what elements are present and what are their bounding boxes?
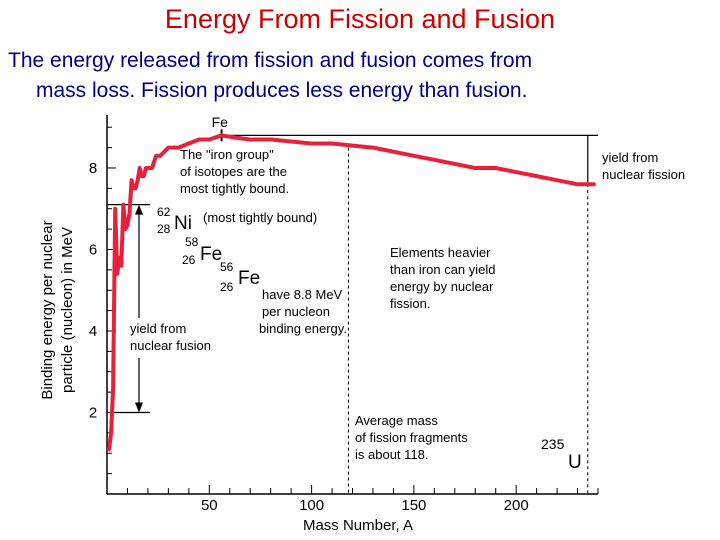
- fission-average-note-line-1: Average mass: [355, 413, 438, 428]
- x-axis-label: Mass Number, A: [303, 517, 413, 534]
- binding-energy-curve: [107, 133, 596, 452]
- y-axis-label-line-2: particle (nucleon) in MeV: [59, 227, 76, 393]
- fusion-yield-label-line-2: nuclear fusion: [130, 338, 211, 353]
- iron-group-note-line-2: of isotopes are the: [180, 164, 287, 179]
- y-tick-label: 2: [89, 404, 97, 421]
- x-tick-label: 50: [201, 497, 218, 514]
- heavy-elements-note-line-3: energy by nuclear: [390, 279, 494, 294]
- slide-subtitle: The energy released from fission and fus…: [8, 46, 714, 106]
- heavy-elements-note-line-2: than iron can yield: [390, 262, 496, 277]
- fe56-mass-number: 56: [220, 260, 234, 274]
- ni-atomic-number: 28: [157, 222, 171, 236]
- fission-average-note-line-2: of fission fragments: [355, 430, 468, 445]
- y-axis-label-line-1: Binding energy per nuclear: [39, 220, 56, 399]
- x-tick-label: 150: [401, 497, 426, 514]
- ni-note: (most tightly bound): [203, 210, 317, 225]
- fe56-note-line-3: binding energy.: [259, 321, 347, 336]
- fusion-arrow-head-down: [135, 402, 143, 413]
- fission-yield-label-line-1: yield from: [602, 150, 658, 165]
- slide-title: Energy From Fission and Fusion: [164, 4, 556, 34]
- ni-mass-number: 62: [157, 205, 171, 219]
- y-tick-label: 8: [89, 160, 97, 177]
- uranium-symbol: U: [568, 452, 582, 473]
- heavy-elements-note-line-1: Elements heavier: [390, 245, 491, 260]
- fission-average-note-line-3: is about 118.: [355, 447, 428, 462]
- uranium-mass-number: 235: [541, 436, 565, 452]
- fe56-note-line-2: per nucleon: [262, 304, 330, 319]
- fe58-atomic-number: 26: [182, 253, 196, 267]
- fe56-atomic-number: 26: [220, 280, 234, 294]
- fe-peak-label: Fe: [212, 114, 229, 130]
- fusion-yield-label-line-1: yield from: [130, 321, 186, 336]
- iron-group-note-line-1: The "iron group": [180, 147, 274, 162]
- iron-group-note-line-3: most tightly bound.: [180, 181, 289, 196]
- axes-layer: 50 100 150 200 2 4 6 8 Mass Number, A Binding ene…: [39, 115, 599, 534]
- annotation-layer: Fe The "iron group" of isotopes are the mos…: [130, 114, 685, 473]
- fission-yield-label-line-2: nuclear fission: [602, 167, 685, 182]
- fe58-mass-number: 58: [185, 235, 199, 249]
- subtitle-line-2: mass loss. Fission produces less energy …: [36, 79, 528, 102]
- x-tick-label: 200: [504, 497, 529, 514]
- ni-symbol: Ni: [174, 213, 192, 234]
- fe56-note-line-1: have 8.8 MeV: [262, 287, 343, 302]
- fusion-arrow-head-up: [135, 204, 143, 215]
- y-tick-label: 4: [89, 323, 97, 340]
- heavy-elements-note-line-4: fission.: [390, 296, 430, 311]
- y-tick-label: 6: [89, 241, 97, 258]
- fe56-symbol: Fe: [238, 268, 260, 289]
- subtitle-line-1: The energy released from fission and fus…: [8, 49, 533, 72]
- x-tick-label: 100: [299, 497, 324, 514]
- series-layer: [107, 133, 596, 452]
- fe58-symbol: Fe: [200, 244, 222, 265]
